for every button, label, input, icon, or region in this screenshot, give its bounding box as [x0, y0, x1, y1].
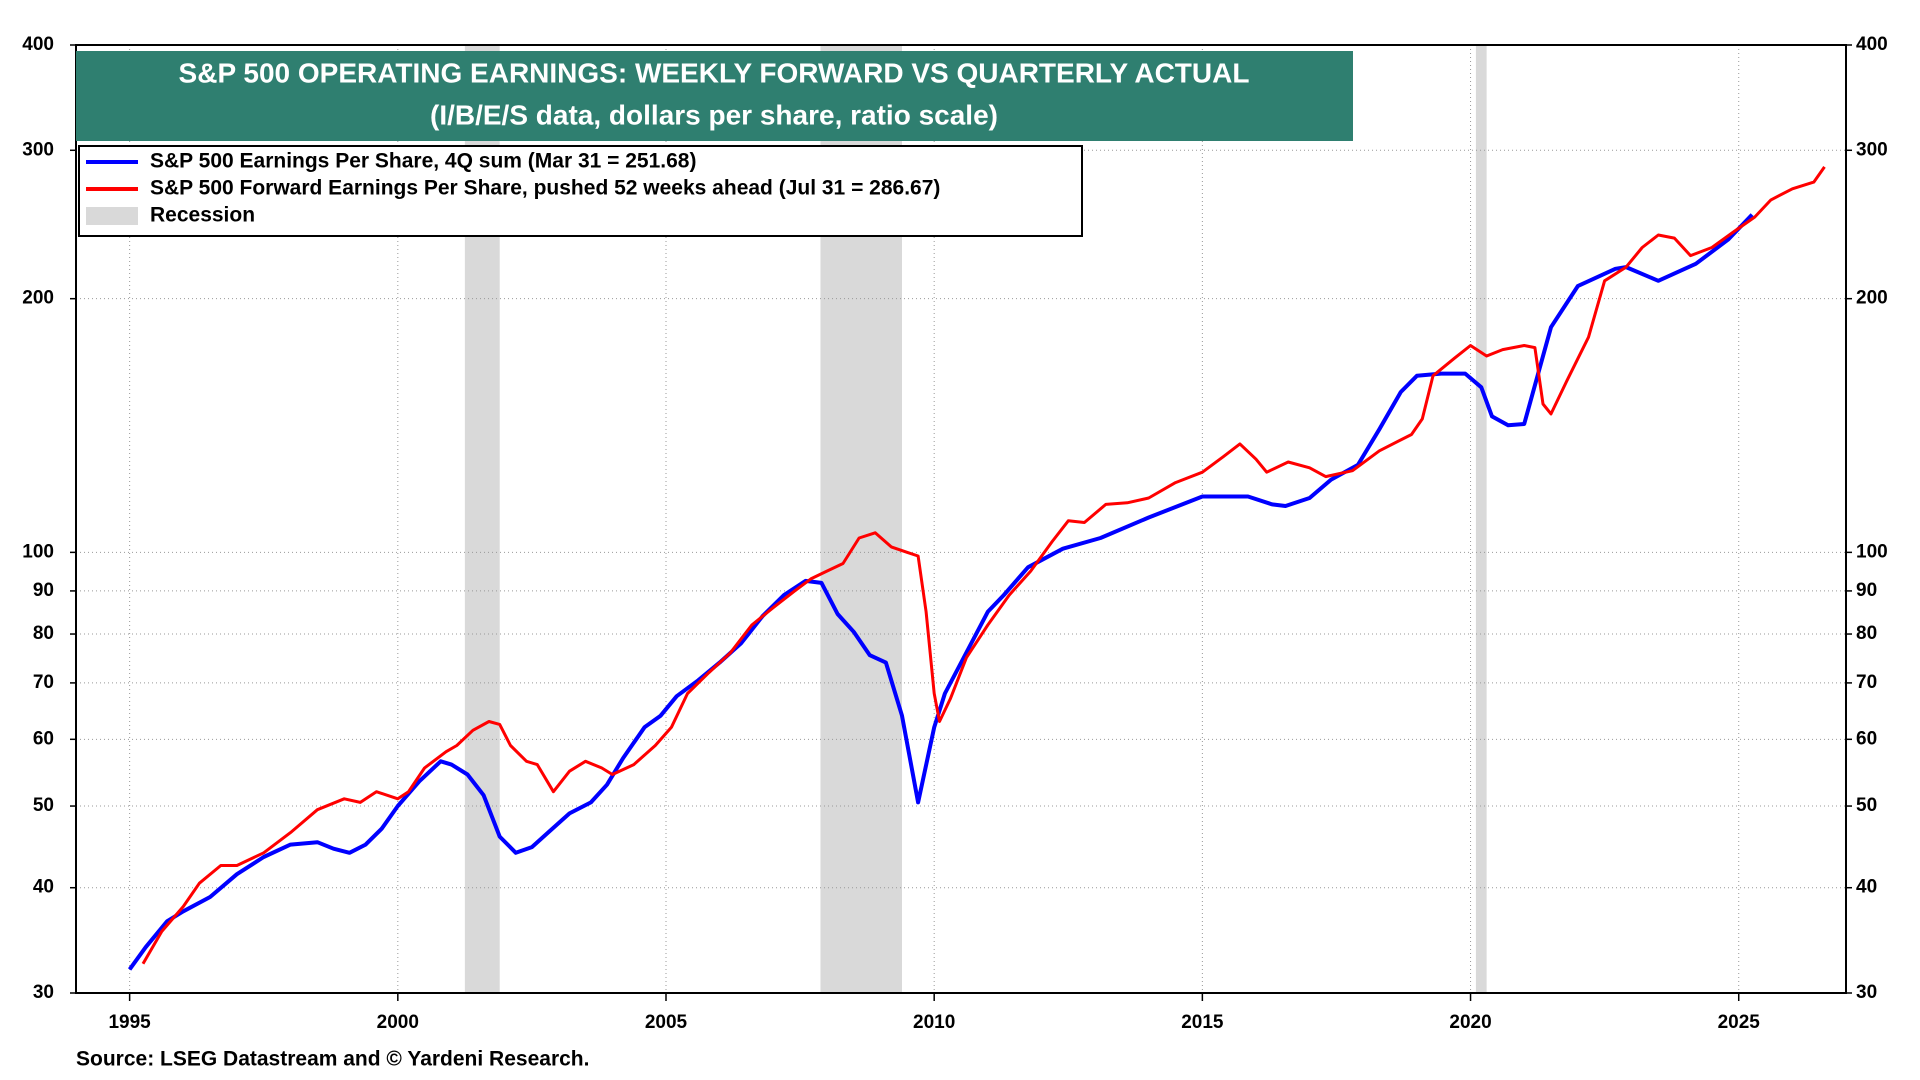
x-tick-label: 2015 [1181, 1012, 1224, 1033]
x-tick-label: 2010 [913, 1012, 955, 1033]
y-tick-label: 100 [22, 541, 54, 562]
y2-tick-label: 100 [1856, 541, 1888, 562]
y-tick-label: 80 [33, 623, 54, 644]
plot-frame [75, 44, 1847, 994]
y-tick-label: 300 [22, 139, 54, 160]
y2-tick-label: 80 [1856, 623, 1877, 644]
chart-title: S&P 500 OPERATING EARNINGS: WEEKLY FORWA… [179, 57, 1250, 88]
y2-tick-label: 40 [1856, 877, 1877, 898]
x-tick-label: 2000 [377, 1012, 419, 1033]
y-tick-label: 30 [33, 982, 54, 1003]
x-tick-label: 2025 [1718, 1012, 1761, 1033]
y-tick-label: 90 [33, 580, 54, 601]
y2-tick-label: 90 [1856, 580, 1877, 601]
y2-tick-label: 50 [1856, 795, 1877, 816]
legend-label: S&P 500 Earnings Per Share, 4Q sum (Mar … [150, 150, 696, 173]
y2-tick-label: 60 [1856, 728, 1877, 749]
y-tick-label: 60 [33, 728, 54, 749]
x-tick-label: 2005 [645, 1012, 688, 1033]
chart-subtitle: (I/B/E/S data, dollars per share, ratio … [430, 99, 998, 130]
legend-swatch [86, 207, 138, 225]
y2-tick-label: 70 [1856, 672, 1877, 693]
data-line [127, 213, 1754, 971]
y-tick-label: 70 [33, 672, 54, 693]
x-tick-label: 1995 [108, 1012, 151, 1033]
x-tick-label: 2020 [1449, 1012, 1491, 1033]
title-box [76, 51, 1353, 141]
legend-box [78, 145, 1083, 237]
data-line [141, 166, 1826, 965]
legend-label: S&P 500 Forward Earnings Per Share, push… [150, 177, 940, 200]
y-tick-label: 200 [22, 288, 54, 309]
source-note: Source: LSEG Datastream and © Yardeni Re… [76, 1048, 589, 1071]
legend-label: Recession [150, 204, 255, 227]
y2-tick-label: 400 [1856, 34, 1888, 55]
recession-band [1475, 45, 1487, 993]
y2-tick-label: 30 [1856, 982, 1877, 1003]
y2-tick-label: 200 [1856, 288, 1888, 309]
y-tick-label: 400 [22, 34, 54, 55]
y2-tick-label: 300 [1856, 139, 1888, 160]
y-tick-label: 50 [33, 795, 54, 816]
y-tick-label: 40 [33, 877, 54, 898]
